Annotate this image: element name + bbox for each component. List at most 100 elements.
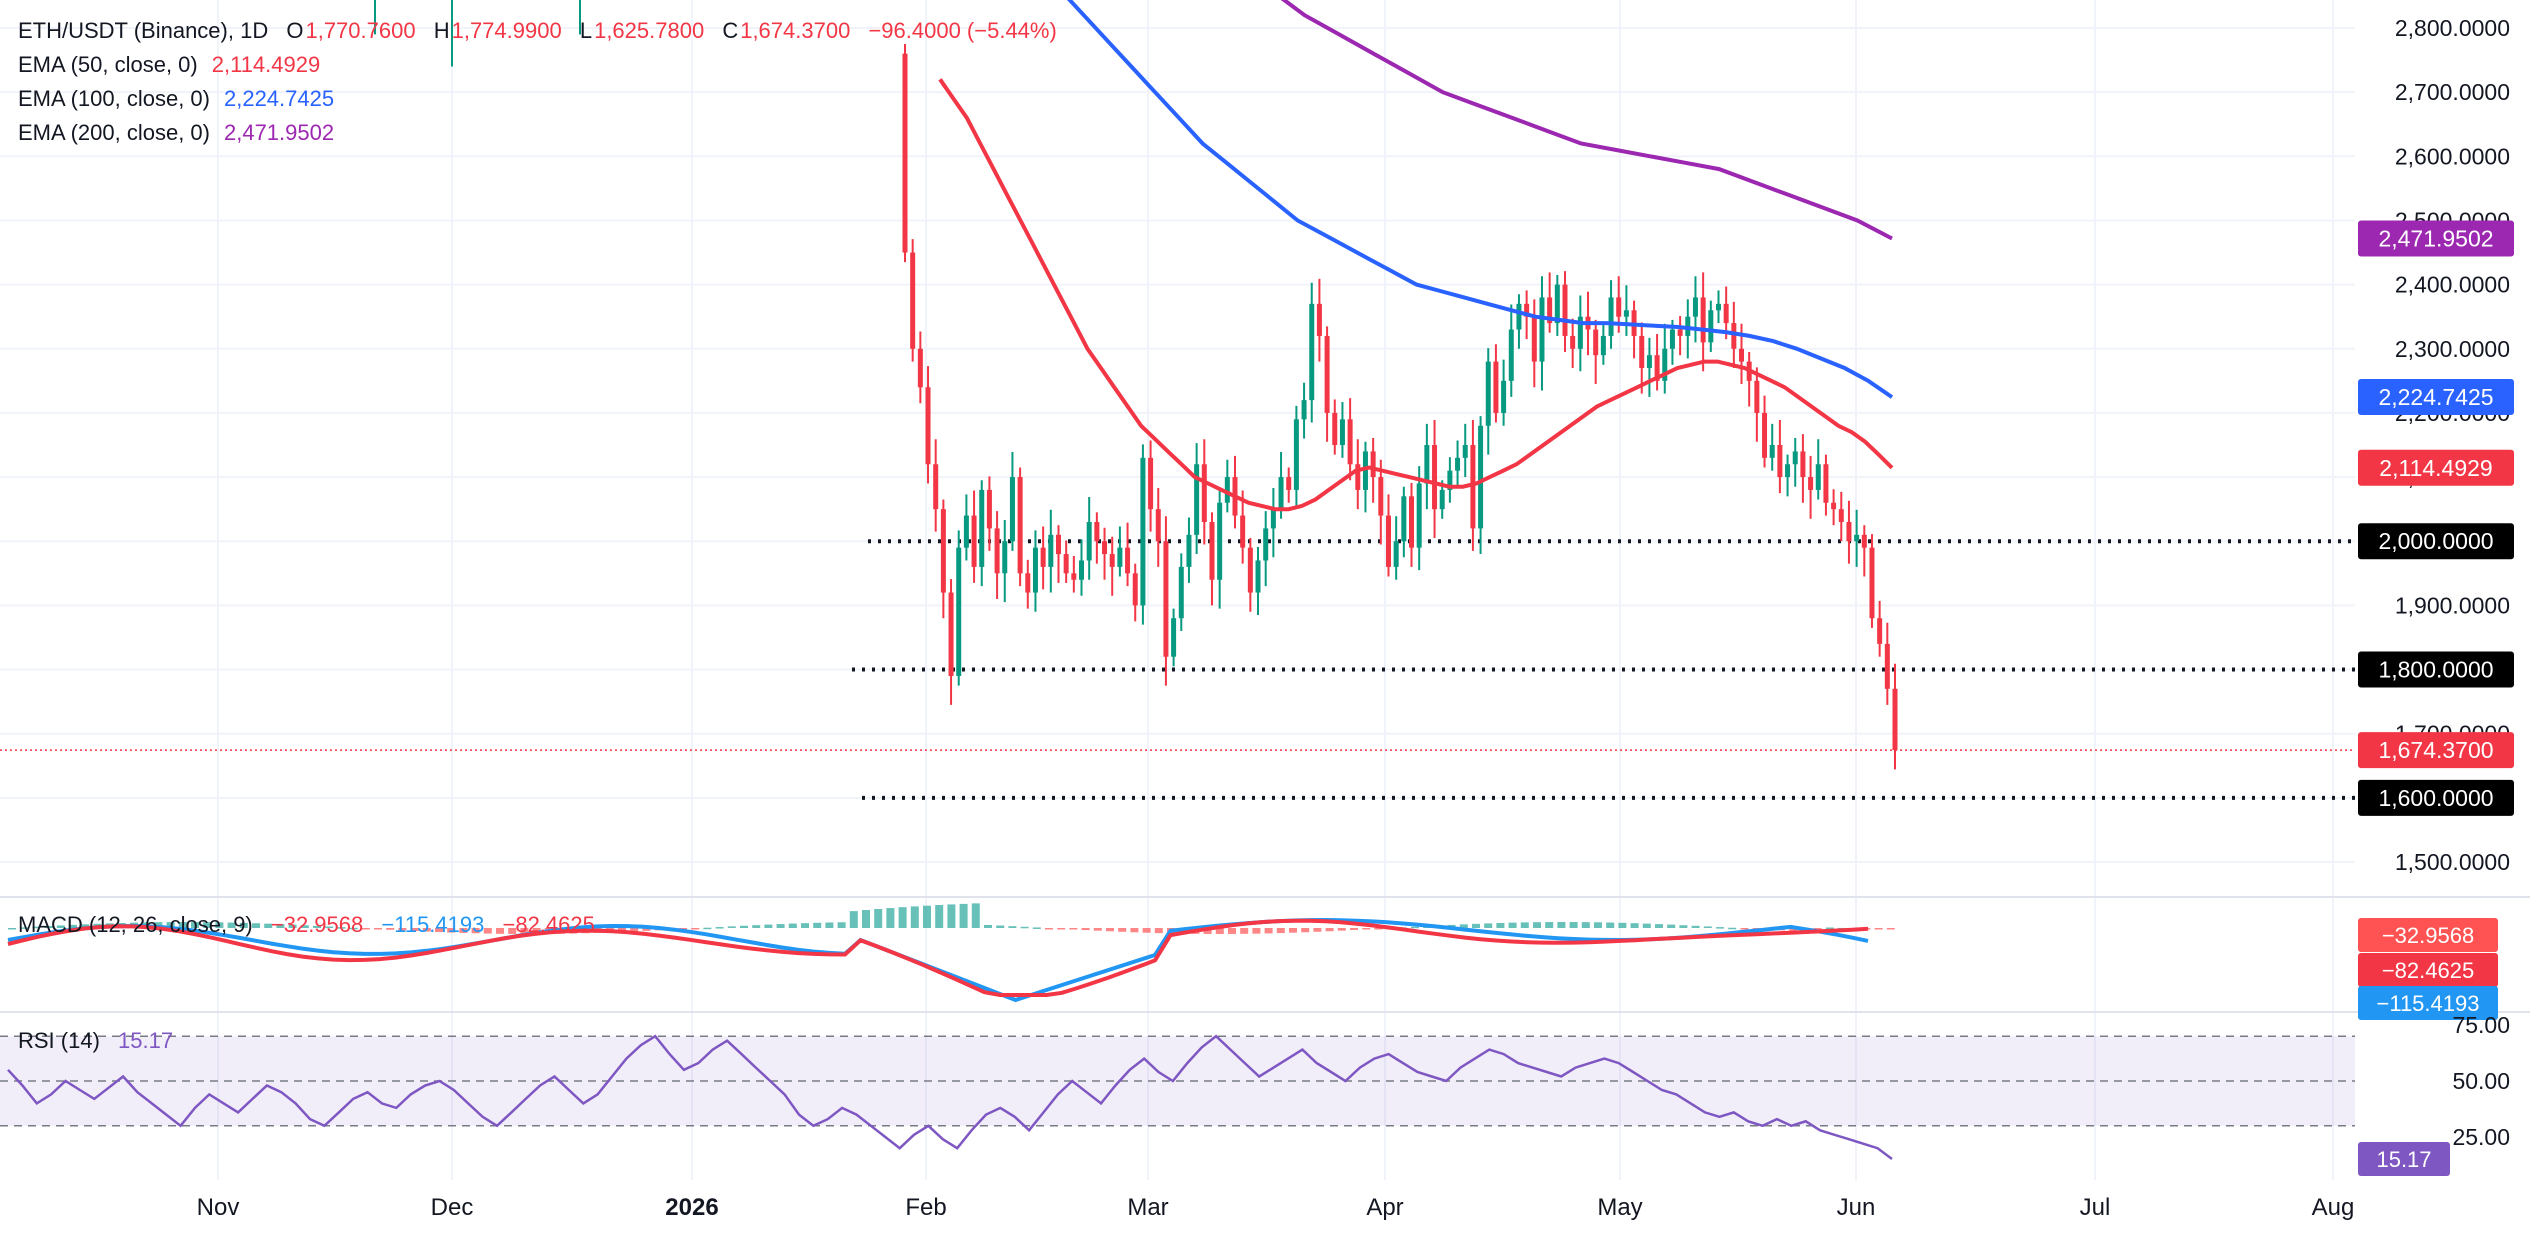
ema200-legend[interactable]: EMA (200, close, 0) 2,471.9502 — [18, 120, 335, 145]
time-tick-label: Apr — [1366, 1194, 1403, 1221]
rsi-value-tag[interactable] — [2358, 1142, 2450, 1177]
macd-histogram-bar — [1081, 928, 1090, 931]
macd-histogram-bar — [191, 922, 199, 928]
candle-body — [1163, 541, 1169, 657]
macd-histogram-bar — [1203, 928, 1212, 934]
candle-body — [1324, 335, 1330, 413]
macd-histogram-bar — [471, 928, 480, 934]
candle-body — [1424, 445, 1430, 484]
macd-histogram-bar — [947, 904, 956, 928]
macd-histogram-bar — [1533, 922, 1541, 928]
macd-legend[interactable]: MACD (12, 26, close, 9) −32.9568 −115.41… — [18, 912, 595, 937]
macd-histogram-bar — [361, 928, 370, 930]
last-price-tag[interactable] — [2358, 732, 2514, 769]
grid-lines — [0, 0, 2530, 1180]
rsi-value-tag-text: 15.17 — [2376, 1147, 2431, 1172]
candle-body — [1508, 329, 1514, 381]
macd-histogram-bar — [1337, 928, 1346, 931]
candle-body — [1301, 400, 1307, 420]
macd-value-tag[interactable] — [2358, 918, 2498, 952]
level-price-tag[interactable] — [2358, 523, 2514, 560]
macd-histogram-bar — [1118, 928, 1127, 932]
candle-body — [1646, 355, 1652, 369]
macd-histogram-bar — [1520, 922, 1529, 928]
candle-body — [1148, 457, 1154, 510]
price-axis[interactable]: 1,500.00001,600.00001,700.00001,800.0000… — [2358, 15, 2514, 875]
candle-body — [1086, 521, 1092, 561]
level-price-tag[interactable] — [2358, 779, 2514, 816]
macd-histogram-bar — [679, 928, 687, 930]
macd-histogram-bar — [459, 928, 468, 933]
macd-histogram-bar — [300, 925, 309, 928]
macd-histogram-bar — [32, 926, 41, 929]
macd-histogram-bar — [69, 924, 77, 928]
candle-body — [1040, 547, 1046, 567]
macd-value-tag-text: −32.9568 — [2382, 923, 2474, 948]
candle-body — [1739, 348, 1745, 362]
candle-body — [1132, 573, 1138, 606]
candle-body — [1723, 303, 1729, 324]
time-axis[interactable]: Nov Dec 2026 Feb Mar Apr May Jun Jul Aug — [197, 1194, 2355, 1221]
macd-histogram-bar — [483, 928, 492, 934]
macd-histogram-bar — [727, 926, 736, 928]
macd-histogram-bar — [1459, 924, 1468, 928]
price-tick-label: 2,400.0000 — [2395, 272, 2510, 298]
candle-body — [1662, 348, 1668, 381]
candle-body — [1416, 483, 1422, 548]
candle-body — [1401, 496, 1407, 542]
horizontal-levels[interactable] — [0, 539, 2355, 800]
candle-body — [994, 528, 1000, 574]
rsi-legend[interactable]: RSI (14) 15.17 — [18, 1028, 174, 1053]
candle-body — [1455, 457, 1461, 471]
macd-histogram-bar — [788, 923, 797, 928]
macd-histogram-bar — [825, 922, 834, 928]
candle-body — [1109, 554, 1115, 567]
ema50-legend[interactable]: EMA (50, close, 0) 2,114.4929 — [18, 52, 321, 77]
candle-body — [1808, 477, 1814, 490]
candle-body — [1516, 303, 1522, 330]
ema-price-tag[interactable] — [2358, 220, 2514, 257]
macd-histogram-bar — [325, 926, 334, 928]
candle-body — [1447, 470, 1453, 490]
macd-histogram-bar — [252, 923, 260, 928]
macd-value-tag[interactable] — [2358, 953, 2498, 987]
candle-body — [1877, 618, 1883, 644]
candle-body — [1370, 451, 1376, 478]
ema100-legend[interactable]: EMA (100, close, 0) 2,224.7425 — [18, 86, 335, 111]
candle-body — [1623, 310, 1629, 317]
candle-body — [1117, 547, 1123, 567]
macd-histogram-bar — [166, 922, 175, 928]
symbol-label[interactable]: ETH/USDT (Binance), 1D — [18, 18, 269, 43]
candle-body — [1493, 361, 1499, 413]
macd-histogram-bar — [1154, 928, 1163, 934]
level-price-tag-text: 1,800.0000 — [2378, 657, 2493, 683]
macd-histogram-bar — [1350, 928, 1358, 931]
last-price-tag-text: 1,674.3700 — [2378, 737, 2493, 763]
macd-histogram-bar — [1716, 927, 1724, 929]
candle-body — [1385, 515, 1391, 567]
candle-body — [1792, 451, 1798, 465]
ema-price-tag[interactable] — [2358, 379, 2514, 416]
macd-value-tag-text: −82.4625 — [2382, 958, 2474, 983]
candle-body — [1669, 329, 1675, 349]
macd-value-tag[interactable] — [2358, 986, 2498, 1020]
candle-body — [1616, 297, 1622, 317]
candle-body — [1470, 445, 1476, 529]
macd-histogram-bar — [874, 909, 883, 928]
ema-price-tag[interactable] — [2358, 449, 2514, 486]
candle-body — [1309, 303, 1315, 401]
macd-histogram-bar — [1789, 928, 1798, 931]
candle-body — [1355, 464, 1361, 490]
candle-body — [1017, 477, 1023, 574]
candle-body — [1209, 521, 1215, 580]
macd-histogram-bar — [313, 925, 321, 928]
macd-histogram-bar — [1374, 928, 1383, 930]
macd-histogram-bar — [178, 922, 187, 928]
level-price-tag[interactable] — [2358, 651, 2514, 688]
candle-body — [1278, 477, 1284, 510]
macd-histogram-bar — [20, 927, 29, 929]
candle-body — [1316, 303, 1322, 336]
macd-histogram-bar — [1825, 927, 1834, 929]
macd-histogram-bar — [496, 928, 504, 934]
